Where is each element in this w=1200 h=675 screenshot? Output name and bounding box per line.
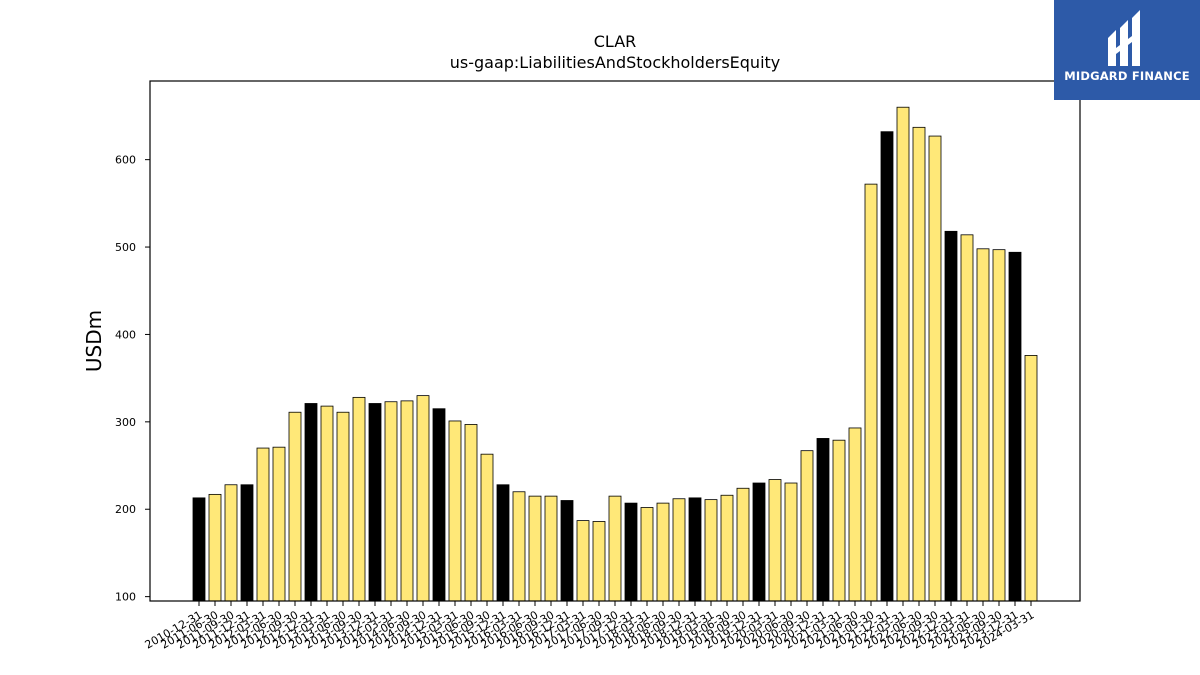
bar-2011-12-31 (240, 484, 254, 602)
bar-2023-06-30 (976, 248, 990, 602)
bar-2014-09-30 (416, 395, 430, 602)
bar-2015-09-30 (480, 453, 494, 602)
bar-2021-09-30 (864, 183, 878, 602)
bar-2020-03-31 (768, 479, 782, 602)
bar-2020-12-31 (816, 438, 830, 602)
bar-2020-06-30 (784, 482, 798, 602)
y-tick-label: 600 (115, 154, 136, 167)
bar-2020-09-30 (800, 450, 814, 602)
bar-2019-03-31 (704, 499, 718, 602)
bars-group (192, 106, 1038, 602)
bar-2018-06-30 (656, 502, 670, 602)
bar-2022-09-30 (928, 135, 942, 602)
x-axis-ticks: 2010-12-312011-06-302011-09-302011-12-31… (143, 601, 1037, 652)
bar-2023-12-31 (1008, 251, 1022, 602)
y-tick-label: 100 (115, 591, 136, 604)
bar-2018-09-30 (672, 498, 686, 602)
bar-2014-06-30 (400, 400, 414, 602)
bar-2013-09-30 (352, 396, 366, 602)
bar-2011-09-30 (224, 484, 238, 602)
bar-2015-03-31 (448, 420, 462, 602)
brand-name: MIDGARD FINANCE (1064, 69, 1190, 83)
y-tick-label: 400 (115, 328, 136, 341)
logo-mark-icon (1108, 10, 1140, 66)
bar-2021-03-31 (832, 439, 846, 602)
bar-2022-06-30 (912, 126, 926, 602)
bar-2024-03-31 (1024, 355, 1038, 602)
y-tick-label: 200 (115, 503, 136, 516)
bar-2012-12-31 (304, 403, 318, 602)
bar-2019-06-30 (720, 494, 734, 602)
y-tick-label: 500 (115, 241, 136, 254)
brand-logo: MIDGARD FINANCE (1054, 0, 1200, 100)
bar-2019-09-30 (736, 487, 750, 602)
plot-frame (149, 80, 1081, 602)
bar-2010-12-31 (192, 497, 206, 602)
bar-2012-06-30 (272, 446, 286, 602)
bar-2017-09-30 (608, 495, 622, 602)
bar-2018-12-31 (688, 497, 702, 602)
bar-2016-03-31 (512, 491, 526, 602)
bar-2022-03-31 (896, 106, 910, 602)
bar-2013-06-30 (336, 411, 350, 602)
bar-2017-03-31 (576, 520, 590, 602)
y-tick-label: 300 (115, 416, 136, 429)
bar-2014-03-31 (384, 401, 398, 602)
bar-2017-12-31 (624, 502, 638, 602)
bar-2021-12-31 (880, 131, 894, 602)
bar-2018-03-31 (640, 507, 654, 602)
bar-2021-06-30 (848, 427, 862, 602)
bar-2022-12-31 (944, 230, 958, 602)
bar-2015-06-30 (464, 424, 478, 602)
bar-2012-09-30 (288, 411, 302, 602)
bar-2017-06-30 (592, 521, 606, 602)
y-axis-ticks: 100 200 300 400 500 600 (115, 154, 150, 604)
bar-2011-06-30 (208, 493, 222, 602)
y-axis-label: USDm (82, 310, 106, 372)
bar-2014-12-31 (432, 408, 446, 602)
bar-2012-03-31 (256, 447, 270, 602)
bar-2013-03-31 (320, 405, 334, 602)
bar-2019-12-31 (752, 482, 766, 602)
chart-title: CLAR (593, 32, 637, 51)
bar-2015-12-31 (496, 484, 510, 602)
chart-subtitle: us-gaap:LiabilitiesAndStockholdersEquity (449, 53, 781, 72)
bar-2016-09-30 (544, 495, 558, 602)
bar-2023-09-30 (992, 249, 1006, 602)
bar-2016-06-30 (528, 495, 542, 602)
bar-2016-12-31 (560, 500, 574, 602)
bar-2013-12-31 (368, 403, 382, 602)
bar-2023-03-31 (960, 234, 974, 602)
